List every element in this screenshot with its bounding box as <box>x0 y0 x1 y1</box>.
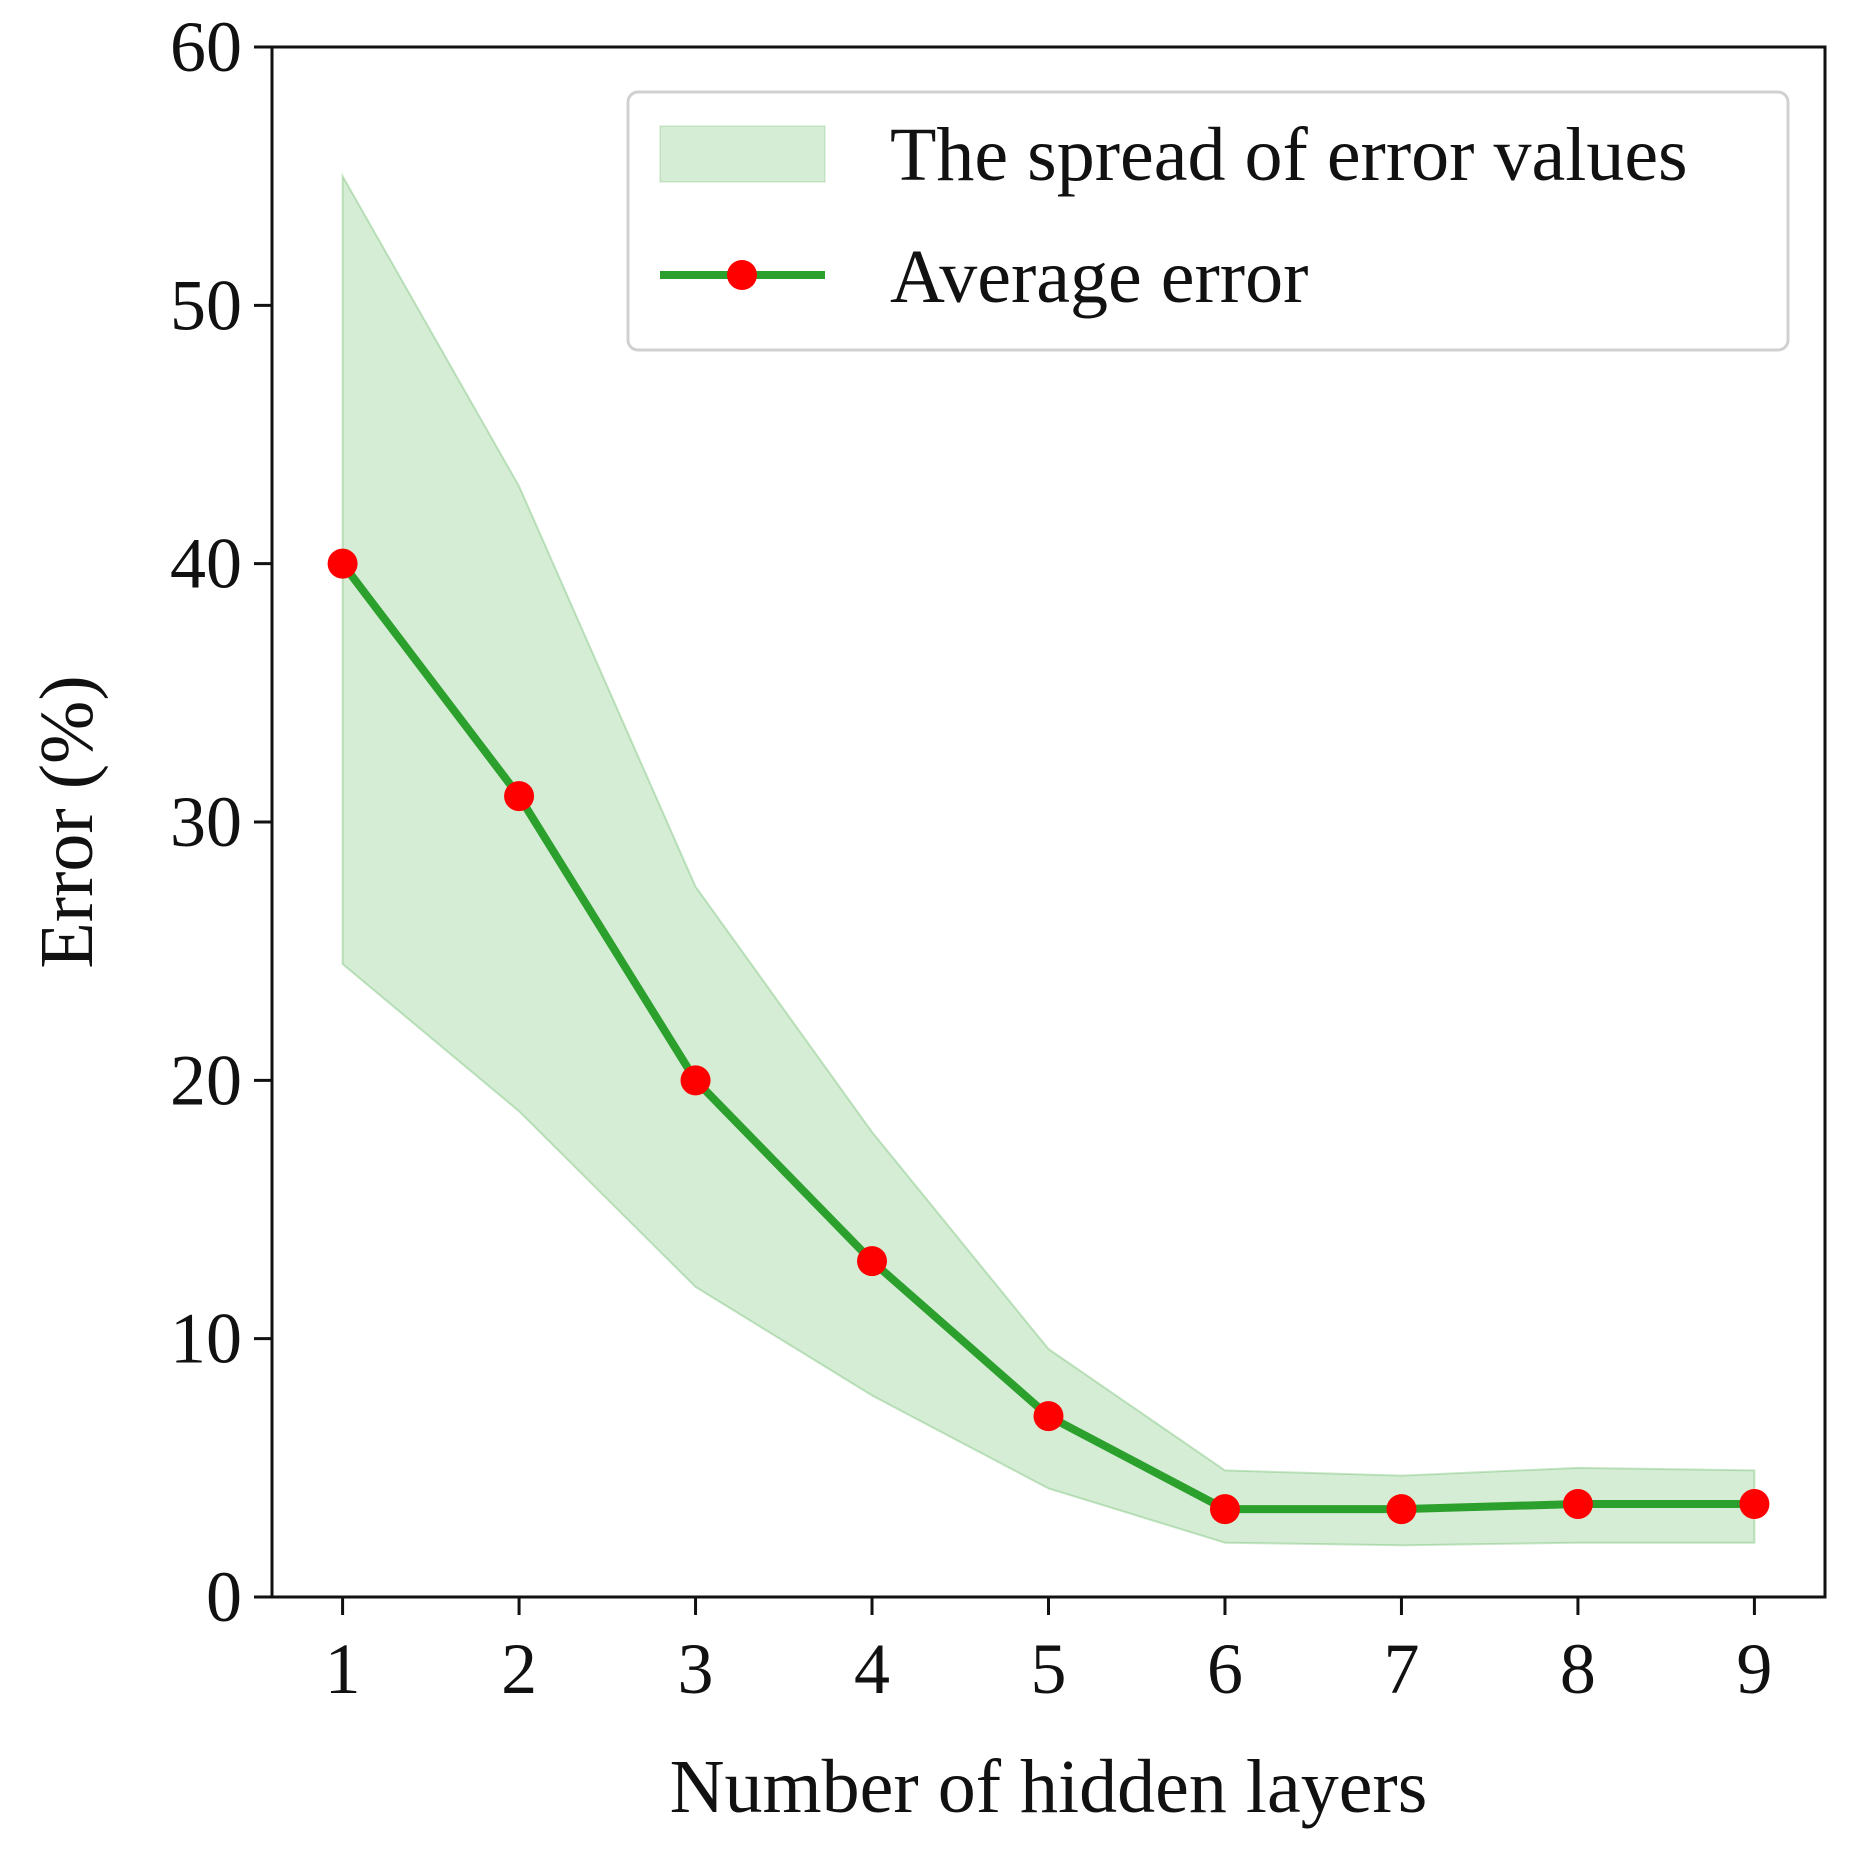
spread-band <box>341 172 1756 1547</box>
y-axis-ticks: 0 10 20 30 40 50 60 <box>170 7 272 1637</box>
data-point <box>1386 1494 1417 1525</box>
legend-marker-swatch <box>727 260 757 290</box>
data-point <box>1562 1489 1593 1519</box>
legend: The spread of error values Average error <box>626 90 1790 352</box>
data-point <box>857 1246 888 1277</box>
legend-band-swatch <box>659 125 826 183</box>
x-axis-ticks: 1 2 3 4 5 6 7 8 9 <box>325 1597 1772 1709</box>
data-point <box>1033 1401 1064 1432</box>
legend-box <box>626 90 1790 352</box>
x-axis-label: Number of hidden layers <box>670 1745 1428 1829</box>
x-tick-label: 9 <box>1736 1629 1772 1709</box>
y-tick-label: 40 <box>170 524 242 604</box>
data-point <box>504 781 535 812</box>
x-tick-label: 3 <box>678 1629 714 1709</box>
spread-band-layer <box>341 172 1756 1547</box>
y-tick-label: 20 <box>170 1040 242 1120</box>
data-point <box>1209 1494 1240 1525</box>
legend-band-label: The spread of error values <box>890 113 1688 197</box>
y-tick-label: 10 <box>170 1299 242 1379</box>
y-axis-label: Error (%) <box>25 675 109 968</box>
y-tick-label: 0 <box>206 1557 242 1637</box>
y-tick-label: 50 <box>170 265 242 345</box>
data-point <box>680 1065 711 1096</box>
x-tick-label: 4 <box>854 1629 890 1709</box>
x-tick-label: 5 <box>1031 1629 1067 1709</box>
x-tick-label: 2 <box>501 1629 537 1709</box>
data-point <box>327 548 358 579</box>
x-tick-label: 7 <box>1383 1629 1419 1709</box>
series-marker-layer <box>327 548 1770 1525</box>
legend-line-label: Average error <box>890 235 1308 319</box>
y-tick-label: 30 <box>170 782 242 862</box>
x-tick-label: 1 <box>325 1629 361 1709</box>
x-tick-label: 6 <box>1207 1629 1243 1709</box>
data-point <box>1739 1489 1770 1519</box>
x-tick-label: 8 <box>1560 1629 1596 1709</box>
y-tick-label: 60 <box>170 7 242 87</box>
